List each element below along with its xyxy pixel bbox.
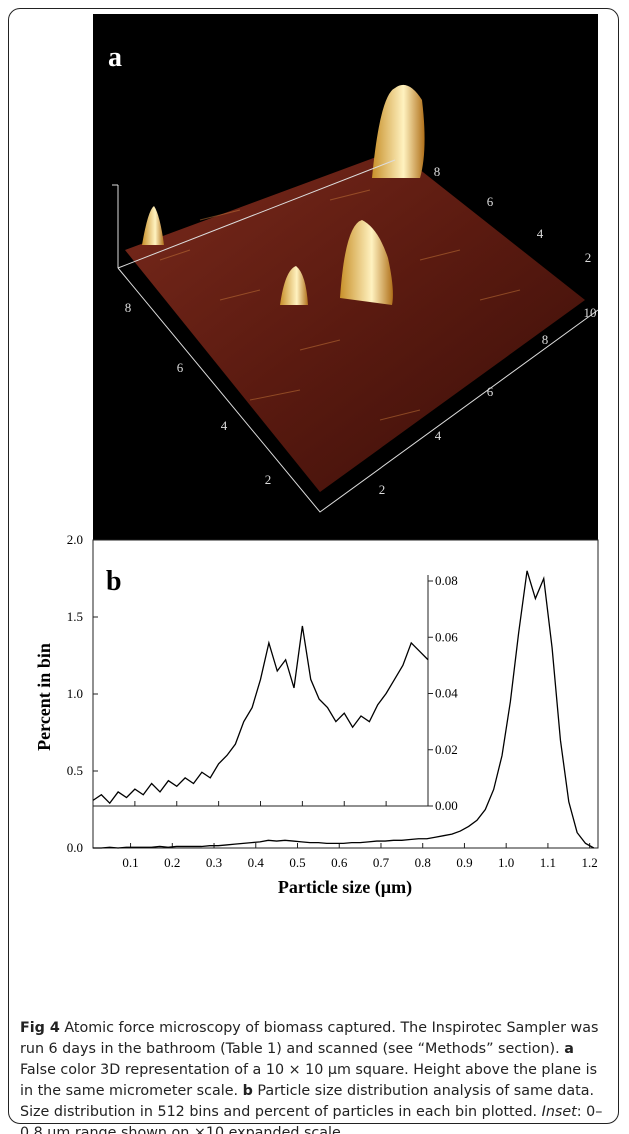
afm-axis-tick-label: 8 bbox=[434, 164, 441, 179]
x-tick-label: 1.0 bbox=[498, 855, 514, 870]
y-tick-label: 0.0 bbox=[67, 840, 83, 855]
y-tick-label: 0.02 bbox=[435, 742, 458, 757]
caption-text: Particle size distribution analysis of s… bbox=[20, 1083, 595, 1120]
plot-frame bbox=[92, 539, 599, 849]
y-tick-label: 0.5 bbox=[67, 763, 83, 778]
afm-peak bbox=[280, 266, 308, 305]
caption-fig-label: Fig 4 bbox=[20, 1020, 60, 1036]
figure-frame bbox=[8, 8, 619, 1124]
afm-axis-tick-label: 8 bbox=[125, 300, 132, 315]
figure-caption: Fig 4 Atomic force microscopy of biomass… bbox=[20, 1018, 612, 1134]
caption-panel-label: b bbox=[242, 1083, 253, 1099]
afm-surface bbox=[125, 150, 585, 492]
caption-text: False color 3D representation of a 10 × … bbox=[20, 1062, 598, 1099]
afm-axis-tick-label: 2 bbox=[379, 482, 386, 497]
y-tick-label: 1.5 bbox=[67, 609, 83, 624]
x-tick-label: 0.4 bbox=[248, 855, 265, 870]
figure: a 8 6 4 2 2 4 6 8 10 8 6 4 2 b Percent in bin Partic… bbox=[34, 14, 599, 898]
caption-panel-label: a bbox=[564, 1041, 574, 1057]
caption-text: Atomic force microscopy of biomass captu… bbox=[20, 1020, 599, 1057]
afm-axis-tick-label: 10 bbox=[584, 305, 597, 320]
data-line bbox=[92, 625, 429, 805]
x-tick-label: 0.5 bbox=[289, 855, 305, 870]
x-tick-label: 0.8 bbox=[415, 855, 431, 870]
afm-peak bbox=[340, 220, 393, 305]
panel-label: b bbox=[106, 566, 122, 597]
x-tick-label: 0.1 bbox=[122, 855, 138, 870]
x-tick-label: 0.7 bbox=[373, 855, 390, 870]
afm-peak bbox=[372, 84, 425, 178]
data-line bbox=[93, 570, 595, 849]
afm-axis-tick-label: 8 bbox=[542, 332, 549, 347]
afm-axis-tick-label: 6 bbox=[487, 384, 494, 399]
caption-text: : 0–0.8 µm range shown on ×10 expanded s… bbox=[20, 1104, 603, 1134]
y-tick-label: 0.04 bbox=[435, 686, 458, 701]
afm-axis-tick-label: 2 bbox=[585, 250, 592, 265]
x-axis-label: Particle size (µm) bbox=[278, 877, 412, 898]
afm-axes bbox=[112, 159, 599, 513]
panel-label: a bbox=[108, 42, 122, 73]
x-tick-label: 0.6 bbox=[331, 855, 348, 870]
afm-axis-tick-label: 4 bbox=[537, 226, 544, 241]
afm-axis-tick-label: 6 bbox=[487, 194, 494, 209]
x-tick-label: 0.3 bbox=[206, 855, 222, 870]
y-tick-label: 0.08 bbox=[435, 573, 458, 588]
y-tick-label: 0.00 bbox=[435, 798, 458, 813]
x-tick-label: 1.1 bbox=[540, 855, 556, 870]
afm-axis-tick-label: 2 bbox=[265, 472, 272, 487]
y-tick-label: 2.0 bbox=[67, 532, 83, 547]
afm-axis-tick-label: 4 bbox=[435, 428, 442, 443]
caption-inset-label: Inset bbox=[541, 1104, 577, 1120]
x-tick-label: 0.2 bbox=[164, 855, 180, 870]
x-tick-label: 1.2 bbox=[582, 855, 598, 870]
x-tick-label: 0.9 bbox=[456, 855, 472, 870]
afm-axis-tick-label: 4 bbox=[221, 418, 228, 433]
inset-frame bbox=[93, 575, 429, 807]
y-tick-label: 1.0 bbox=[67, 686, 83, 701]
afm-texture bbox=[159, 189, 521, 421]
afm-axis-tick-label: 6 bbox=[177, 360, 184, 375]
y-tick-label: 0.06 bbox=[435, 629, 458, 644]
y-axis-label: Percent in bin bbox=[34, 643, 54, 751]
afm-peak bbox=[142, 206, 164, 245]
